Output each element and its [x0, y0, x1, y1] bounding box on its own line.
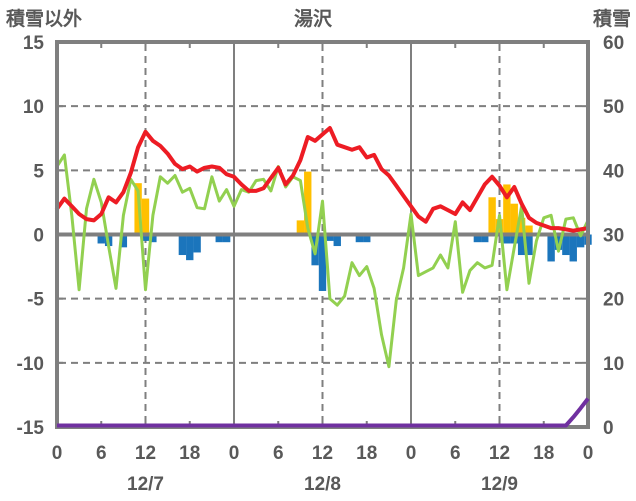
blue-bar	[149, 234, 157, 243]
blue-bar	[547, 234, 555, 262]
blue-bar	[222, 234, 231, 243]
hour-label: 0	[583, 443, 594, 464]
blue-bar	[525, 234, 533, 256]
hour-label: 6	[273, 443, 284, 464]
blue-bar	[119, 234, 128, 248]
blue-bar	[481, 234, 489, 243]
blue-bar	[333, 234, 341, 247]
orange-bar	[517, 217, 526, 235]
blue-bar	[562, 234, 570, 256]
left-axis-label: 10	[23, 97, 44, 118]
purple-line	[57, 397, 590, 428]
blue-bar	[363, 234, 371, 243]
date-label: 12/8	[304, 474, 341, 495]
green-line	[55, 153, 590, 369]
hour-label: 12	[135, 443, 156, 464]
right-axis-label: 10	[603, 354, 624, 375]
orange-bar	[296, 220, 305, 235]
hour-label: 12	[489, 443, 510, 464]
date-label: 12/9	[481, 474, 518, 495]
blue-bar	[554, 234, 563, 250]
hour-label: 18	[533, 443, 554, 464]
blue-bar	[141, 234, 150, 241]
left-axis-label: 0	[33, 226, 44, 247]
left-axis-label: 15	[23, 33, 45, 54]
right-axis-label: 0	[603, 418, 614, 439]
right-axis-label: 30	[603, 226, 624, 247]
blue-bar	[473, 234, 482, 243]
right-axis-label: 50	[603, 97, 624, 118]
blue-bar	[576, 234, 585, 248]
blue-bar	[97, 234, 105, 244]
left-axis-label: -15	[17, 418, 45, 439]
right-axis-label: 20	[603, 290, 624, 311]
orange-bar	[510, 203, 518, 235]
orange-bar	[488, 197, 496, 235]
hour-label: 6	[450, 443, 461, 464]
right-axis-label: 60	[603, 33, 624, 54]
left-axis-label: 5	[33, 161, 44, 182]
blue-bar	[503, 234, 511, 244]
hour-label: 18	[179, 443, 200, 464]
blue-bar	[510, 234, 518, 244]
red-line	[55, 126, 590, 233]
date-label: 12/7	[127, 474, 164, 495]
hour-label: 0	[52, 443, 63, 464]
blue-bar	[326, 234, 334, 241]
orange-bar	[525, 225, 533, 235]
blue-bar	[215, 234, 223, 243]
blue-bar	[517, 234, 526, 256]
left-axis-title: 積雪以外	[6, 9, 83, 30]
right-axis-title: 積雪	[592, 9, 631, 30]
blue-bar	[193, 234, 201, 253]
left-axis-label: -5	[27, 290, 44, 311]
orange-bar	[503, 184, 511, 235]
hour-label: 0	[229, 443, 240, 464]
orange-bar	[304, 171, 312, 235]
hour-label: 6	[96, 443, 107, 464]
blue-bar	[569, 234, 577, 262]
station-title: 湯沢	[293, 9, 333, 30]
blue-bar	[355, 234, 364, 243]
blue-bar	[186, 234, 194, 261]
hour-label: 0	[406, 443, 417, 464]
blue-bar	[318, 234, 327, 291]
blue-bar	[178, 234, 187, 256]
right-axis-label: 40	[603, 161, 624, 182]
left-axis-label: -10	[17, 354, 44, 375]
hour-label: 18	[356, 443, 377, 464]
orange-bar	[141, 198, 150, 235]
hour-label: 12	[312, 443, 333, 464]
